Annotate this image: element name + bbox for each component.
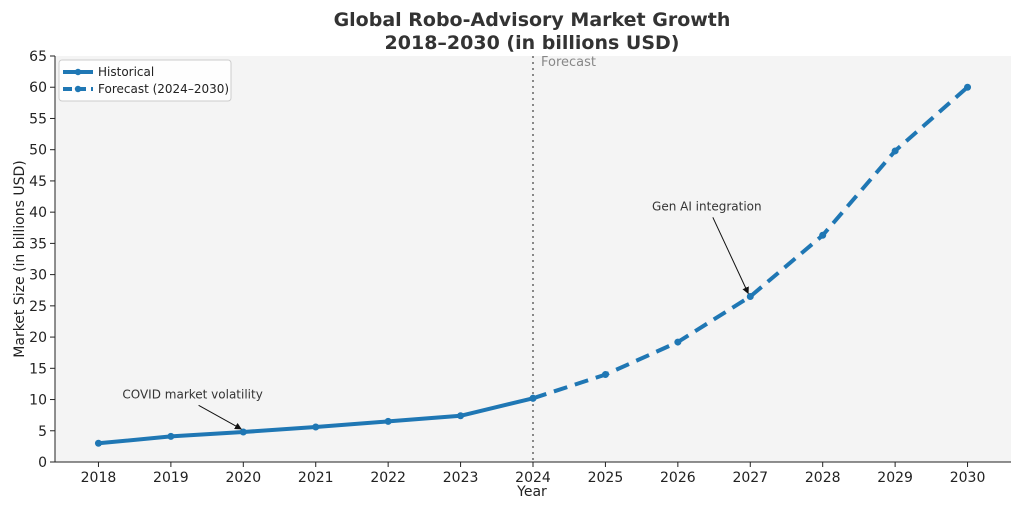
x-tick-label-2028: 2028 <box>805 470 841 486</box>
legend-historical-marker <box>74 68 82 76</box>
data-point-historical-2019 <box>167 432 175 440</box>
y-axis-label: Market Size (in billions USD) <box>12 160 28 357</box>
x-tick-label-2021: 2021 <box>298 470 334 486</box>
x-tick-label-2023: 2023 <box>443 470 479 486</box>
x-tick-label-2022: 2022 <box>370 470 406 486</box>
y-tick-label-30: 30 <box>29 268 47 284</box>
data-point-forecast-2026 <box>674 338 682 346</box>
data-point-historical-2023 <box>457 412 465 420</box>
x-tick-label-2024: 2024 <box>515 470 551 486</box>
data-point-historical-2018 <box>94 439 102 447</box>
legend-box <box>58 59 232 102</box>
data-point-forecast-2029 <box>891 147 899 155</box>
data-point-forecast-2027 <box>746 292 754 300</box>
data-point-forecast-2030 <box>964 83 972 91</box>
y-tick-label-20: 20 <box>29 330 47 346</box>
y-tick-label-15: 15 <box>29 361 47 377</box>
data-point-historical-2021 <box>312 423 320 431</box>
x-axis-label: Year <box>516 484 547 500</box>
data-point-forecast-2025 <box>601 371 609 379</box>
data-point-forecast-2024 <box>529 394 537 402</box>
chart-title-line2: 2018–2030 (in billions USD) <box>385 32 680 54</box>
data-point-historical-2020 <box>239 428 247 436</box>
legend-historical-label: Historical <box>98 65 154 79</box>
y-tick-label-25: 25 <box>29 299 47 315</box>
y-tick-label-55: 55 <box>29 111 47 127</box>
y-tick-label-45: 45 <box>29 174 47 190</box>
forecast-divider-label: Forecast <box>541 55 596 70</box>
y-tick-label-50: 50 <box>29 143 47 159</box>
annotation-label-0: COVID market volatility <box>122 387 262 401</box>
legend-forecast-label: Forecast (2024–2030) <box>98 82 229 96</box>
x-tick-label-2020: 2020 <box>225 470 261 486</box>
annotation-label-1: Gen AI integration <box>652 199 762 213</box>
y-tick-label-0: 0 <box>38 455 47 471</box>
y-tick-label-10: 10 <box>29 393 47 409</box>
legend-forecast-marker <box>74 85 82 93</box>
x-tick-label-2025: 2025 <box>588 470 624 486</box>
y-tick-label-40: 40 <box>29 205 47 221</box>
x-tick-label-2029: 2029 <box>877 470 913 486</box>
x-tick-label-2030: 2030 <box>950 470 986 486</box>
x-tick-label-2018: 2018 <box>81 470 117 486</box>
y-tick-label-5: 5 <box>38 424 47 440</box>
y-tick-label-60: 60 <box>29 80 47 96</box>
annotation-arrow-1 <box>712 217 749 295</box>
x-tick-label-2019: 2019 <box>153 470 189 486</box>
x-tick-label-2027: 2027 <box>732 470 768 486</box>
legend: Historical Forecast (2024–2030) <box>58 59 232 102</box>
y-tick-label-35: 35 <box>29 236 47 252</box>
chart-title-line1: Global Robo-Advisory Market Growth <box>334 9 731 31</box>
data-point-forecast-2028 <box>819 231 827 239</box>
annotation-arrow-0 <box>198 404 242 430</box>
y-tick-label-65: 65 <box>29 49 47 65</box>
data-point-historical-2022 <box>384 417 392 425</box>
x-tick-label-2026: 2026 <box>660 470 696 486</box>
